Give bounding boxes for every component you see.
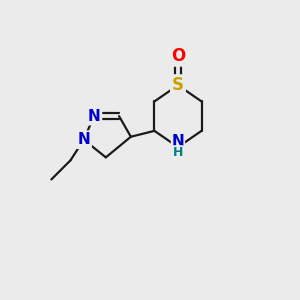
Text: S: S — [172, 76, 184, 94]
Text: N: N — [88, 109, 100, 124]
Text: H: H — [173, 146, 183, 159]
Text: N: N — [172, 134, 184, 149]
Text: N: N — [77, 132, 90, 147]
Text: O: O — [171, 47, 185, 65]
